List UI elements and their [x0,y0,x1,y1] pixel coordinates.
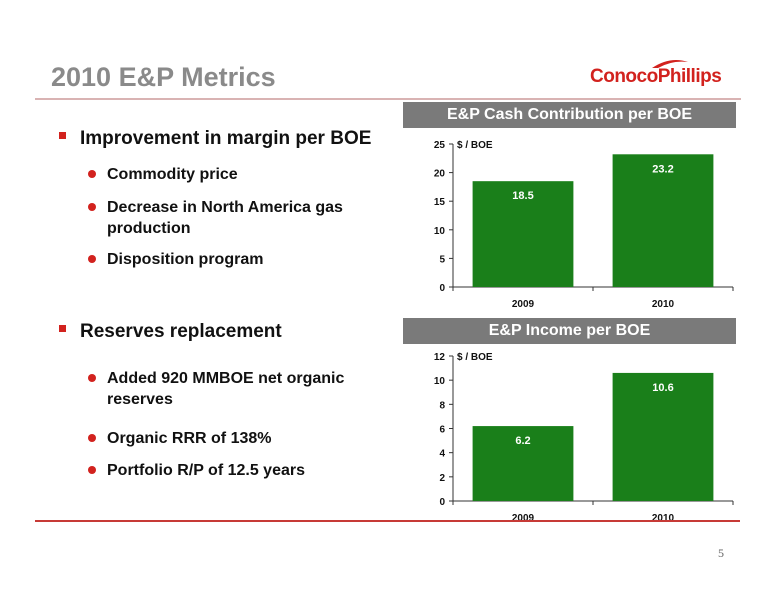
bullet-dot-icon [88,203,96,211]
y-axis-unit-label: $ / BOE [457,140,493,151]
main-bullet-reserves: Reserves replacement [80,321,282,342]
x-tick-label: 2010 [652,513,675,524]
bullet-square-icon [59,325,66,332]
sub-bullet-rrr: Organic RRR of 138% [107,430,272,447]
y-tick-label: 2 [439,473,445,484]
income-chart-title: E&P Income per BOE [403,318,736,344]
bar-2009 [472,181,574,287]
bullet-dot-icon [88,466,96,474]
sub-bullet-disposition: Disposition program [107,251,264,268]
bar-2010 [612,154,714,287]
income-chart: 0 2 4 6 8 10 12 $ / BOE 6.2 2009 10.6 2010 [434,352,734,524]
sub-bullet-organic-reserves: Added 920 MMBOE net organic reserves [107,370,345,408]
bar-2010 [612,372,714,501]
bar-value-label: 10.6 [652,382,673,394]
sub-bullet-rp: Portfolio R/P of 12.5 years [107,462,305,479]
y-tick-label: 0 [439,283,445,294]
logo-swoosh-icon [652,60,688,68]
main-bullet-margin: Improvement in margin per BOE [80,128,372,149]
bullet-dot-icon [88,374,96,382]
bullet-dot-icon [88,434,96,442]
cash-contribution-chart: 0 5 10 15 20 25 $ / BOE 18.5 2009 23.2 2010 [434,140,734,310]
x-tick-label: 2010 [652,299,675,310]
title-divider [35,98,741,100]
y-tick-label: 12 [434,352,446,363]
y-tick-label: 10 [434,376,446,387]
y-axis-unit-label: $ / BOE [457,352,493,363]
sub-bullet-gas: Decrease in North America gas production [107,199,343,237]
x-tick-label: 2009 [512,513,535,524]
conocophillips-logo: ConocoPhillips [590,58,722,94]
bar-value-label: 18.5 [512,190,533,202]
cash-contribution-chart-title: E&P Cash Contribution per BOE [403,102,736,128]
slide-title: 2010 E&P Metrics [51,62,276,92]
page-number: 5 [718,546,724,560]
y-tick-label: 0 [439,497,445,508]
y-tick-label: 6 [439,425,445,436]
bullet-dot-icon [88,255,96,263]
bar-value-label: 23.2 [652,163,673,175]
y-tick-label: 25 [434,140,446,151]
bullet-square-icon [59,132,66,139]
y-tick-label: 15 [434,197,446,208]
y-tick-label: 5 [439,254,445,265]
y-tick-label: 4 [439,449,445,460]
y-tick-label: 20 [434,169,446,180]
bullet-dot-icon [88,170,96,178]
x-tick-label: 2009 [512,299,535,310]
bar-2009 [472,426,574,501]
sub-bullet-commodity: Commodity price [107,166,238,183]
y-tick-label: 10 [434,226,446,237]
footer-divider [35,520,740,522]
logo-wordmark: ConocoPhillips [590,66,722,87]
y-tick-label: 8 [439,400,445,411]
bar-value-label: 6.2 [515,435,530,447]
